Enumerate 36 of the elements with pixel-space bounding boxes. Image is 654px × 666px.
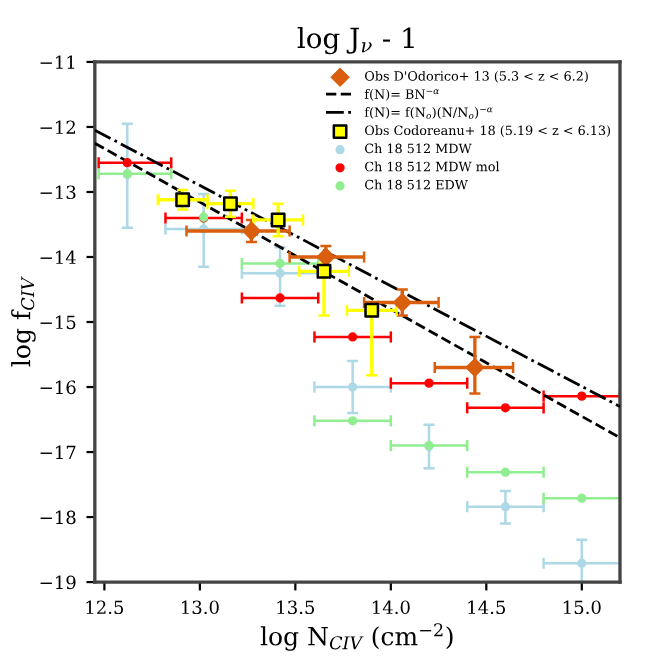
- y-tick-label: −17: [40, 445, 76, 459]
- point: [500, 403, 511, 413]
- point: [577, 558, 587, 568]
- x-tick-label: 14.5: [468, 600, 506, 615]
- y-axis-title: log f$_{CIV}$: [11, 276, 36, 367]
- point: [348, 332, 358, 342]
- point: [348, 416, 358, 426]
- y-tick-label: −16: [40, 380, 76, 395]
- point: [577, 493, 587, 503]
- chart-title: log J$_{ν}$ - 1: [297, 26, 414, 55]
- x-axis-title: log N$_{CIV}$ (cm$^{−2}$): [260, 623, 453, 651]
- x-tick-label: 14.0: [372, 600, 410, 615]
- point: [122, 158, 132, 168]
- y-tick-label: −11: [40, 55, 75, 69]
- point: [424, 378, 434, 388]
- x-tick-label: 12.5: [86, 600, 124, 615]
- point: [275, 258, 285, 269]
- point: [500, 467, 511, 477]
- point: [348, 382, 358, 392]
- point: [222, 196, 238, 212]
- x-tick-label: 13.0: [181, 600, 219, 615]
- x-tick-label: 13.5: [277, 600, 315, 615]
- point: [577, 391, 587, 401]
- y-tick-label: −15: [40, 315, 76, 330]
- y-tick-label: −14: [40, 250, 76, 264]
- y-tick-label: −19: [40, 575, 76, 590]
- point: [270, 212, 286, 228]
- point: [175, 192, 191, 208]
- point: [500, 502, 511, 512]
- x-tick-label: 15.0: [563, 600, 601, 615]
- y-tick-label: −12: [40, 120, 75, 134]
- point: [275, 268, 285, 278]
- point: [465, 358, 485, 378]
- y-tick-label: −13: [40, 185, 76, 200]
- y-tick-label: −18: [40, 510, 76, 525]
- point: [364, 302, 380, 318]
